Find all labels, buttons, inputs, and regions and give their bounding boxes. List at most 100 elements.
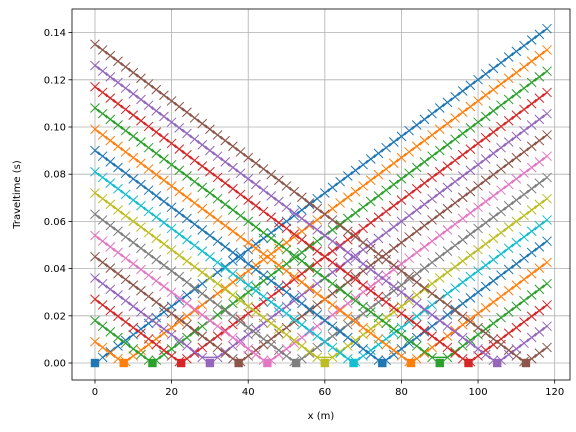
data-point	[251, 264, 261, 275]
data-point	[151, 275, 162, 286]
y-axis-label: Traveltime (s)	[12, 160, 23, 230]
data-point	[542, 236, 552, 247]
data-point	[526, 35, 537, 45]
data-point	[159, 307, 169, 317]
data-point	[113, 332, 123, 343]
data-point	[434, 188, 445, 198]
data-point	[97, 151, 108, 162]
data-point	[205, 166, 215, 177]
data-point	[197, 203, 208, 214]
data-point	[465, 338, 476, 349]
data-point	[281, 181, 292, 191]
data-point	[113, 98, 123, 109]
data-point	[419, 135, 430, 146]
data-point	[97, 108, 108, 119]
data-point	[243, 351, 254, 361]
data-point	[496, 227, 506, 238]
data-point	[396, 216, 407, 227]
data-point	[342, 171, 353, 181]
source-marker	[493, 358, 502, 368]
x-tick-label: 60	[318, 387, 331, 398]
data-point	[159, 260, 169, 271]
data-point	[97, 352, 108, 363]
data-point	[542, 300, 552, 310]
data-point	[473, 351, 483, 361]
data-point	[427, 309, 437, 320]
data-point	[97, 300, 108, 310]
data-point	[396, 322, 407, 333]
data-point	[465, 186, 476, 197]
data-point	[365, 260, 376, 271]
data-point	[159, 175, 169, 186]
data-point	[511, 131, 522, 142]
data-point	[542, 87, 552, 98]
data-point	[434, 294, 445, 305]
data-point	[388, 345, 399, 356]
data-point	[189, 219, 200, 230]
data-point	[442, 288, 453, 299]
data-point	[542, 193, 552, 204]
data-point	[128, 131, 139, 142]
data-point	[189, 283, 200, 293]
data-point	[243, 173, 254, 184]
data-point	[457, 86, 468, 96]
data-point	[519, 253, 529, 264]
data-point	[442, 342, 453, 353]
data-point	[128, 258, 139, 269]
data-point	[166, 202, 177, 213]
data-point	[189, 261, 200, 272]
data-point	[97, 66, 108, 77]
data-point	[396, 258, 407, 269]
data-point	[120, 210, 131, 221]
data-point	[120, 338, 131, 349]
data-point	[480, 328, 491, 339]
data-point	[189, 176, 200, 187]
data-point	[251, 349, 261, 360]
data-point	[358, 343, 368, 354]
data-point	[534, 135, 545, 146]
data-point	[258, 270, 269, 281]
data-point	[151, 190, 162, 201]
data-point	[274, 302, 284, 313]
data-point	[296, 319, 307, 330]
data-point	[358, 244, 368, 255]
data-point	[534, 50, 545, 61]
data-point	[97, 236, 108, 247]
data-point	[519, 83, 529, 94]
data-point	[335, 241, 346, 252]
data-point	[189, 240, 200, 251]
data-point	[488, 318, 499, 329]
data-point	[228, 247, 238, 258]
data-point	[243, 308, 254, 319]
data-point	[373, 312, 384, 323]
data-point	[342, 247, 353, 258]
data-point	[396, 308, 407, 319]
y-tick-label: 0.02	[44, 311, 66, 322]
data-point	[534, 114, 545, 125]
data-point	[312, 300, 323, 310]
data-point	[90, 124, 100, 135]
data-point	[511, 89, 522, 99]
data-point	[373, 249, 384, 259]
data-point	[128, 173, 139, 184]
data-point	[365, 302, 376, 313]
series-source-2	[90, 66, 552, 368]
data-point	[120, 253, 131, 264]
data-point	[388, 302, 399, 313]
data-point	[90, 209, 100, 220]
data-point	[120, 104, 131, 115]
data-point	[281, 202, 292, 213]
data-point	[143, 270, 154, 281]
y-tick-label: 0.00	[44, 359, 66, 370]
data-point	[174, 338, 185, 349]
data-point	[381, 164, 391, 174]
data-point	[296, 256, 307, 266]
data-point	[404, 147, 414, 157]
data-point	[511, 322, 522, 333]
data-point	[105, 50, 116, 61]
data-point	[289, 338, 300, 349]
data-point	[450, 155, 460, 166]
data-point	[274, 285, 284, 296]
data-point	[312, 246, 323, 256]
data-point	[182, 298, 192, 309]
